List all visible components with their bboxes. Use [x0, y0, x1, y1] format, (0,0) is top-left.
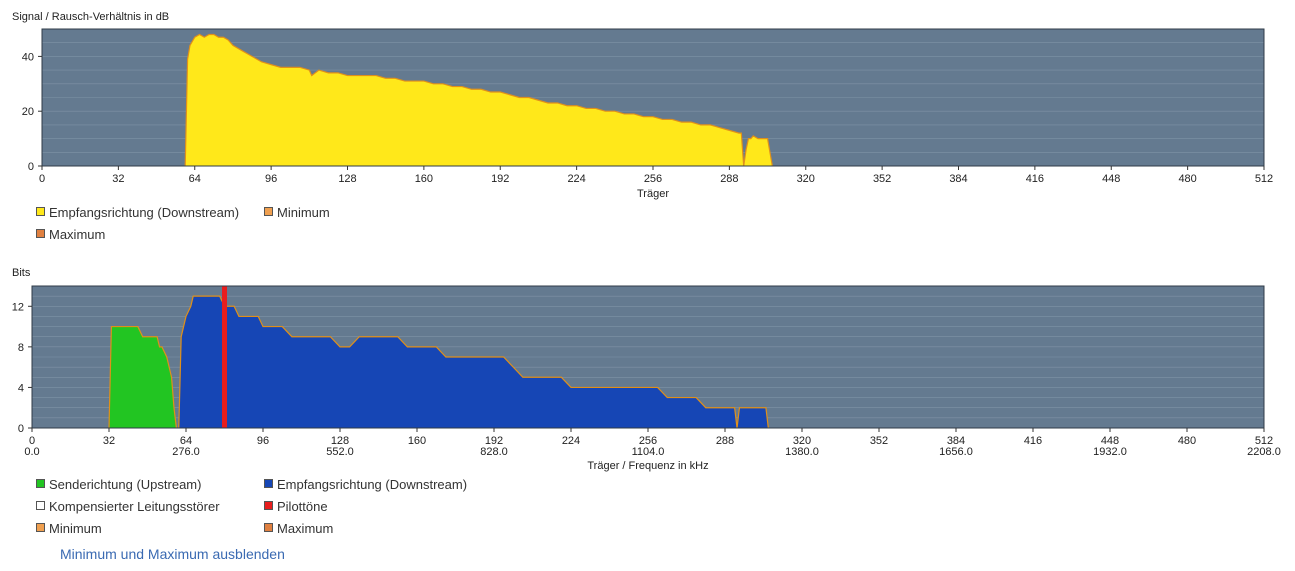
x-tick-label: 128 [338, 173, 356, 185]
x-tick-label: 352 [873, 173, 891, 185]
y-tick-label: 8 [18, 342, 24, 354]
series-area-1 [109, 326, 177, 428]
legend-label: Senderichtung (Upstream) [49, 477, 202, 492]
x-tick-label: 64 [180, 435, 192, 447]
x-tick-label-frequency: 276.0 [172, 446, 200, 458]
x-tick-label-frequency: 1380.0 [785, 446, 819, 458]
x-tick-label: 32 [103, 435, 115, 447]
x-tick-label: 416 [1024, 435, 1042, 447]
legend-item: Maximum [36, 227, 105, 242]
x-tick-label: 384 [947, 435, 965, 447]
legend-label: Kompensierter Leitungsstörer [49, 499, 220, 514]
x-tick-label-frequency: 2208.0 [1247, 446, 1281, 458]
legend-swatch [36, 501, 45, 510]
x-tick-label: 256 [639, 435, 657, 447]
x-tick-label: 320 [797, 173, 815, 185]
x-tick-label-frequency: 1104.0 [632, 446, 665, 458]
y-tick-label: 4 [18, 382, 24, 394]
x-tick-label: 224 [562, 435, 580, 447]
x-tick-label: 192 [485, 435, 503, 447]
series-minmax-line-1 [108, 325, 177, 429]
x-tick-label: 192 [491, 173, 509, 185]
x-tick-label: 448 [1101, 435, 1119, 447]
legend-swatch [36, 523, 45, 532]
series-minmax-line-1 [184, 33, 773, 167]
y-tick-label: 20 [22, 106, 34, 118]
x-axis-label: Träger [637, 188, 669, 200]
x-tick-label: 384 [949, 173, 967, 185]
legend-swatch [264, 207, 273, 216]
x-tick-label: 416 [1026, 173, 1044, 185]
legend-label: Minimum [277, 205, 330, 220]
x-tick-label: 480 [1178, 435, 1196, 447]
x-tick-label: 288 [720, 173, 738, 185]
series-area-1 [185, 34, 773, 167]
x-tick-label: 480 [1178, 173, 1196, 185]
legend-swatch [36, 229, 45, 238]
x-axis-label: Träger / Frequenz in kHz [587, 460, 708, 472]
legend-item: Maximum [264, 521, 333, 536]
x-tick-label: 320 [793, 435, 811, 447]
x-tick-label: 96 [257, 435, 269, 447]
x-tick-label: 512 [1255, 435, 1273, 447]
series-minmax-line-2 [178, 295, 769, 429]
legend-swatch [264, 479, 273, 488]
legend-item: Empfangsrichtung (Downstream) [36, 205, 239, 220]
legend-label: Empfangsrichtung (Downstream) [49, 205, 240, 220]
x-tick-label: 128 [331, 435, 349, 447]
x-tick-label-frequency: 1932.0 [1093, 446, 1127, 458]
x-tick-label: 160 [415, 173, 433, 185]
legend-label: Empfangsrichtung (Downstream) [277, 477, 468, 492]
legend-item: Kompensierter Leitungsstörer [36, 499, 220, 514]
y-tick-label: 0 [18, 423, 24, 435]
legend-item: Senderichtung (Upstream) [36, 477, 201, 492]
toggle-min-max-link[interactable]: Minimum und Maximum ausblenden [60, 546, 285, 562]
legend-item: Pilottöne [264, 499, 328, 514]
pilot-tone-bar [222, 286, 227, 428]
series-area-2 [178, 296, 769, 428]
x-tick-label: 64 [189, 173, 201, 185]
legend-label: Pilottöne [277, 499, 328, 514]
y-tick-label: 0 [28, 161, 34, 173]
x-tick-label-frequency: 828.0 [480, 446, 508, 458]
x-tick-label: 352 [870, 435, 888, 447]
y-tick-label: 12 [12, 301, 24, 313]
legend-swatch [36, 207, 45, 216]
legend-label: Maximum [277, 521, 334, 536]
x-tick-label-frequency: 552.0 [326, 446, 354, 458]
x-tick-label: 96 [265, 173, 277, 185]
legend-item: Minimum [36, 521, 102, 536]
legend-swatch [36, 479, 45, 488]
legend-label: Minimum [49, 521, 102, 536]
x-tick-label: 32 [112, 173, 124, 185]
legend-swatch [264, 523, 273, 532]
legend-label: Maximum [49, 227, 106, 242]
x-tick-label: 160 [408, 435, 426, 447]
chart-title: Bits [12, 267, 31, 279]
y-tick-label: 40 [22, 51, 34, 63]
x-tick-label: 256 [644, 173, 662, 185]
x-tick-label: 224 [567, 173, 585, 185]
legend-item: Minimum [264, 205, 330, 220]
legend-item: Empfangsrichtung (Downstream) [264, 477, 467, 492]
x-tick-label: 288 [716, 435, 734, 447]
legend-swatch [264, 501, 273, 510]
chart-title: Signal / Rausch-Verhältnis in dB [12, 11, 169, 23]
x-tick-label: 512 [1255, 173, 1273, 185]
x-tick-label: 0 [29, 435, 35, 447]
x-tick-label: 448 [1102, 173, 1120, 185]
x-tick-label-frequency: 0.0 [24, 446, 39, 458]
x-tick-label: 0 [39, 173, 45, 185]
x-tick-label-frequency: 1656.0 [939, 446, 973, 458]
